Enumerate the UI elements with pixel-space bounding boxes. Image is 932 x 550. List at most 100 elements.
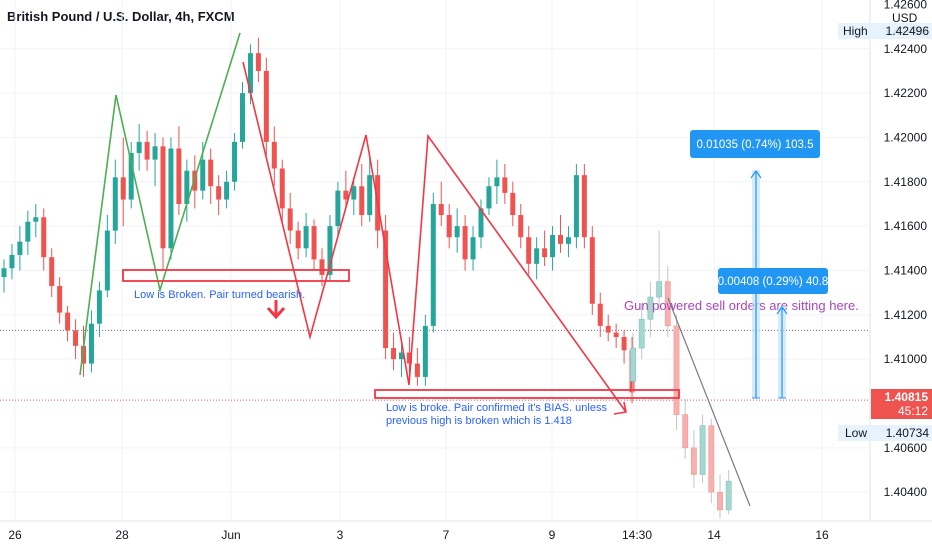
candle: [287, 192, 293, 244]
low-marker-label: Low: [845, 426, 867, 440]
candle: [120, 137, 126, 227]
bias-confirmed-label-line2: previous high is broken which is 1.418: [386, 415, 572, 427]
projection-candle: [682, 399, 689, 459]
candle: [136, 124, 142, 171]
price-tick-label: 1.42200: [884, 86, 928, 100]
candle: [383, 215, 389, 360]
candle: [33, 203, 39, 238]
low-broken-box[interactable]: [122, 269, 350, 282]
candle: [335, 181, 341, 236]
bias-confirmed-label-line1: Low is broke. Pair confirmed it's BIAS. …: [386, 402, 607, 414]
candle: [65, 305, 71, 342]
candle: [17, 226, 23, 271]
measure-2-label: 0.00408 (0.29%) 40.8: [718, 276, 829, 288]
time-tick-label: 7: [443, 528, 450, 542]
price-tick-label: 1.41000: [884, 352, 928, 366]
candle: [550, 226, 556, 271]
candle: [391, 332, 397, 371]
candle: [367, 155, 373, 222]
candle: [518, 203, 524, 249]
price-tick-label: 1.40400: [884, 485, 928, 499]
candle: [565, 226, 571, 258]
candle: [57, 277, 63, 324]
candle: [462, 215, 468, 271]
time-tick-label: 9: [549, 528, 556, 542]
current-price-countdown: 45:12: [898, 404, 928, 418]
candle: [208, 148, 214, 204]
candle: [399, 341, 404, 377]
price-tick-label: 1.40600: [884, 441, 928, 455]
low-marker: Low 1.40734: [838, 425, 932, 441]
time-tick-label: Jun: [221, 528, 240, 542]
candle: [112, 159, 118, 244]
currency-label: USD: [892, 11, 918, 25]
candle: [494, 159, 500, 204]
candle: [73, 319, 79, 360]
candle: [311, 219, 317, 271]
candle: [438, 181, 444, 227]
high-marker-value: 1.42496: [886, 24, 930, 38]
time-tick-label: 28: [115, 528, 129, 542]
low-marker-value: 1.40734: [886, 426, 930, 440]
candle: [184, 159, 190, 222]
candle: [128, 141, 134, 209]
zigzag-red-arrowhead: [613, 401, 627, 415]
candle: [240, 82, 245, 149]
candle: [351, 177, 357, 216]
bias-confirmed-box[interactable]: [374, 389, 680, 399]
price-levels: [0, 329, 870, 401]
projection-candle: [725, 470, 732, 515]
candle: [232, 133, 238, 191]
candle: [160, 137, 166, 271]
time-tick-label: 14:30: [622, 528, 652, 542]
candle: [406, 336, 412, 373]
projection-candle: [630, 332, 636, 393]
high-marker: High 1.42496: [838, 23, 932, 39]
projection-candle: [647, 281, 654, 337]
measure-tool-1[interactable]: 0.01035 (0.74%) 103.5: [690, 130, 820, 399]
projection-trend-line[interactable]: [667, 297, 751, 507]
price-tick-label: 1.42600: [884, 0, 928, 11]
candle: [295, 221, 301, 260]
bearish-arrow-icon: [266, 300, 286, 320]
projection-candle: [690, 430, 697, 488]
price-axis[interactable]: 1.42600 1.42496 1.42400 1.42200 1.42000 1.418…: [884, 0, 928, 499]
candle: [279, 159, 285, 222]
current-price-badge: 1.40815 45:12: [871, 389, 932, 419]
candle: [255, 37, 261, 83]
projection-candle: [673, 314, 680, 431]
candle: [271, 126, 277, 187]
zigzag-red-line[interactable]: [242, 61, 627, 413]
candle: [597, 292, 603, 337]
measure-tool-2[interactable]: 0.00408 (0.29%) 40.8: [718, 268, 829, 399]
price-tick-label: 1.41800: [884, 175, 928, 189]
candle: [25, 210, 31, 255]
candle: [49, 248, 55, 298]
price-tick-label: 1.41600: [884, 219, 928, 233]
projection-candle: [708, 419, 715, 504]
candle: [359, 164, 365, 227]
candle: [502, 164, 508, 204]
price-tick-label: 1.41400: [884, 263, 928, 277]
projection-candle: [638, 303, 645, 360]
candle: [446, 203, 452, 249]
candle: [168, 137, 174, 260]
measure-1-label: 0.01035 (0.74%) 103.5: [696, 139, 813, 151]
candle: [454, 208, 460, 253]
candle: [573, 164, 579, 249]
candle: [581, 164, 587, 249]
candle: [534, 237, 540, 280]
low-broken-label: Low is Broken. Pair turned bearish.: [134, 289, 305, 301]
zigzag-green-line[interactable]: [79, 32, 241, 376]
candle: [478, 199, 484, 249]
high-marker-label: High: [843, 24, 868, 38]
candle: [303, 212, 309, 258]
candle: [216, 175, 222, 216]
candle: [9, 243, 15, 280]
sell-orders-label: Gun powered sell orders are sitting here…: [624, 298, 859, 313]
price-tick-label: 1.42000: [884, 130, 928, 144]
candle: [224, 170, 230, 209]
candle: [176, 126, 182, 216]
